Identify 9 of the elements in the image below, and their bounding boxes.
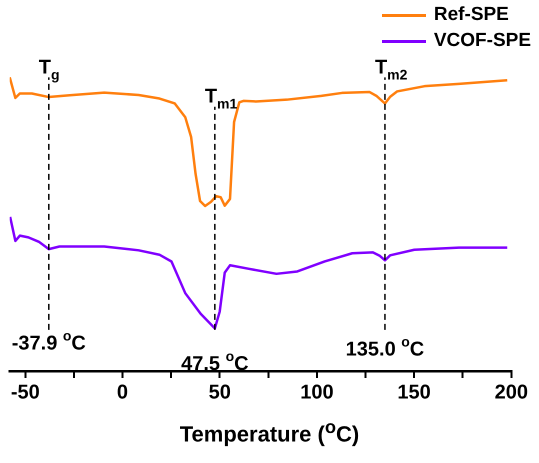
- x-tick-label: -50: [10, 382, 40, 404]
- x-tick-label: 100: [300, 382, 334, 404]
- x-axis-title: Temperature ($^{o}$C): [178, 416, 360, 448]
- legend-label: VCOF-SPE: [434, 30, 531, 52]
- x-tick-label: 50: [208, 382, 231, 404]
- legend-label: Ref-SPE: [434, 4, 509, 26]
- x-tick-label: 0: [116, 382, 128, 404]
- x-tick-label: 200: [494, 382, 528, 404]
- x-tick-label: 150: [397, 382, 431, 404]
